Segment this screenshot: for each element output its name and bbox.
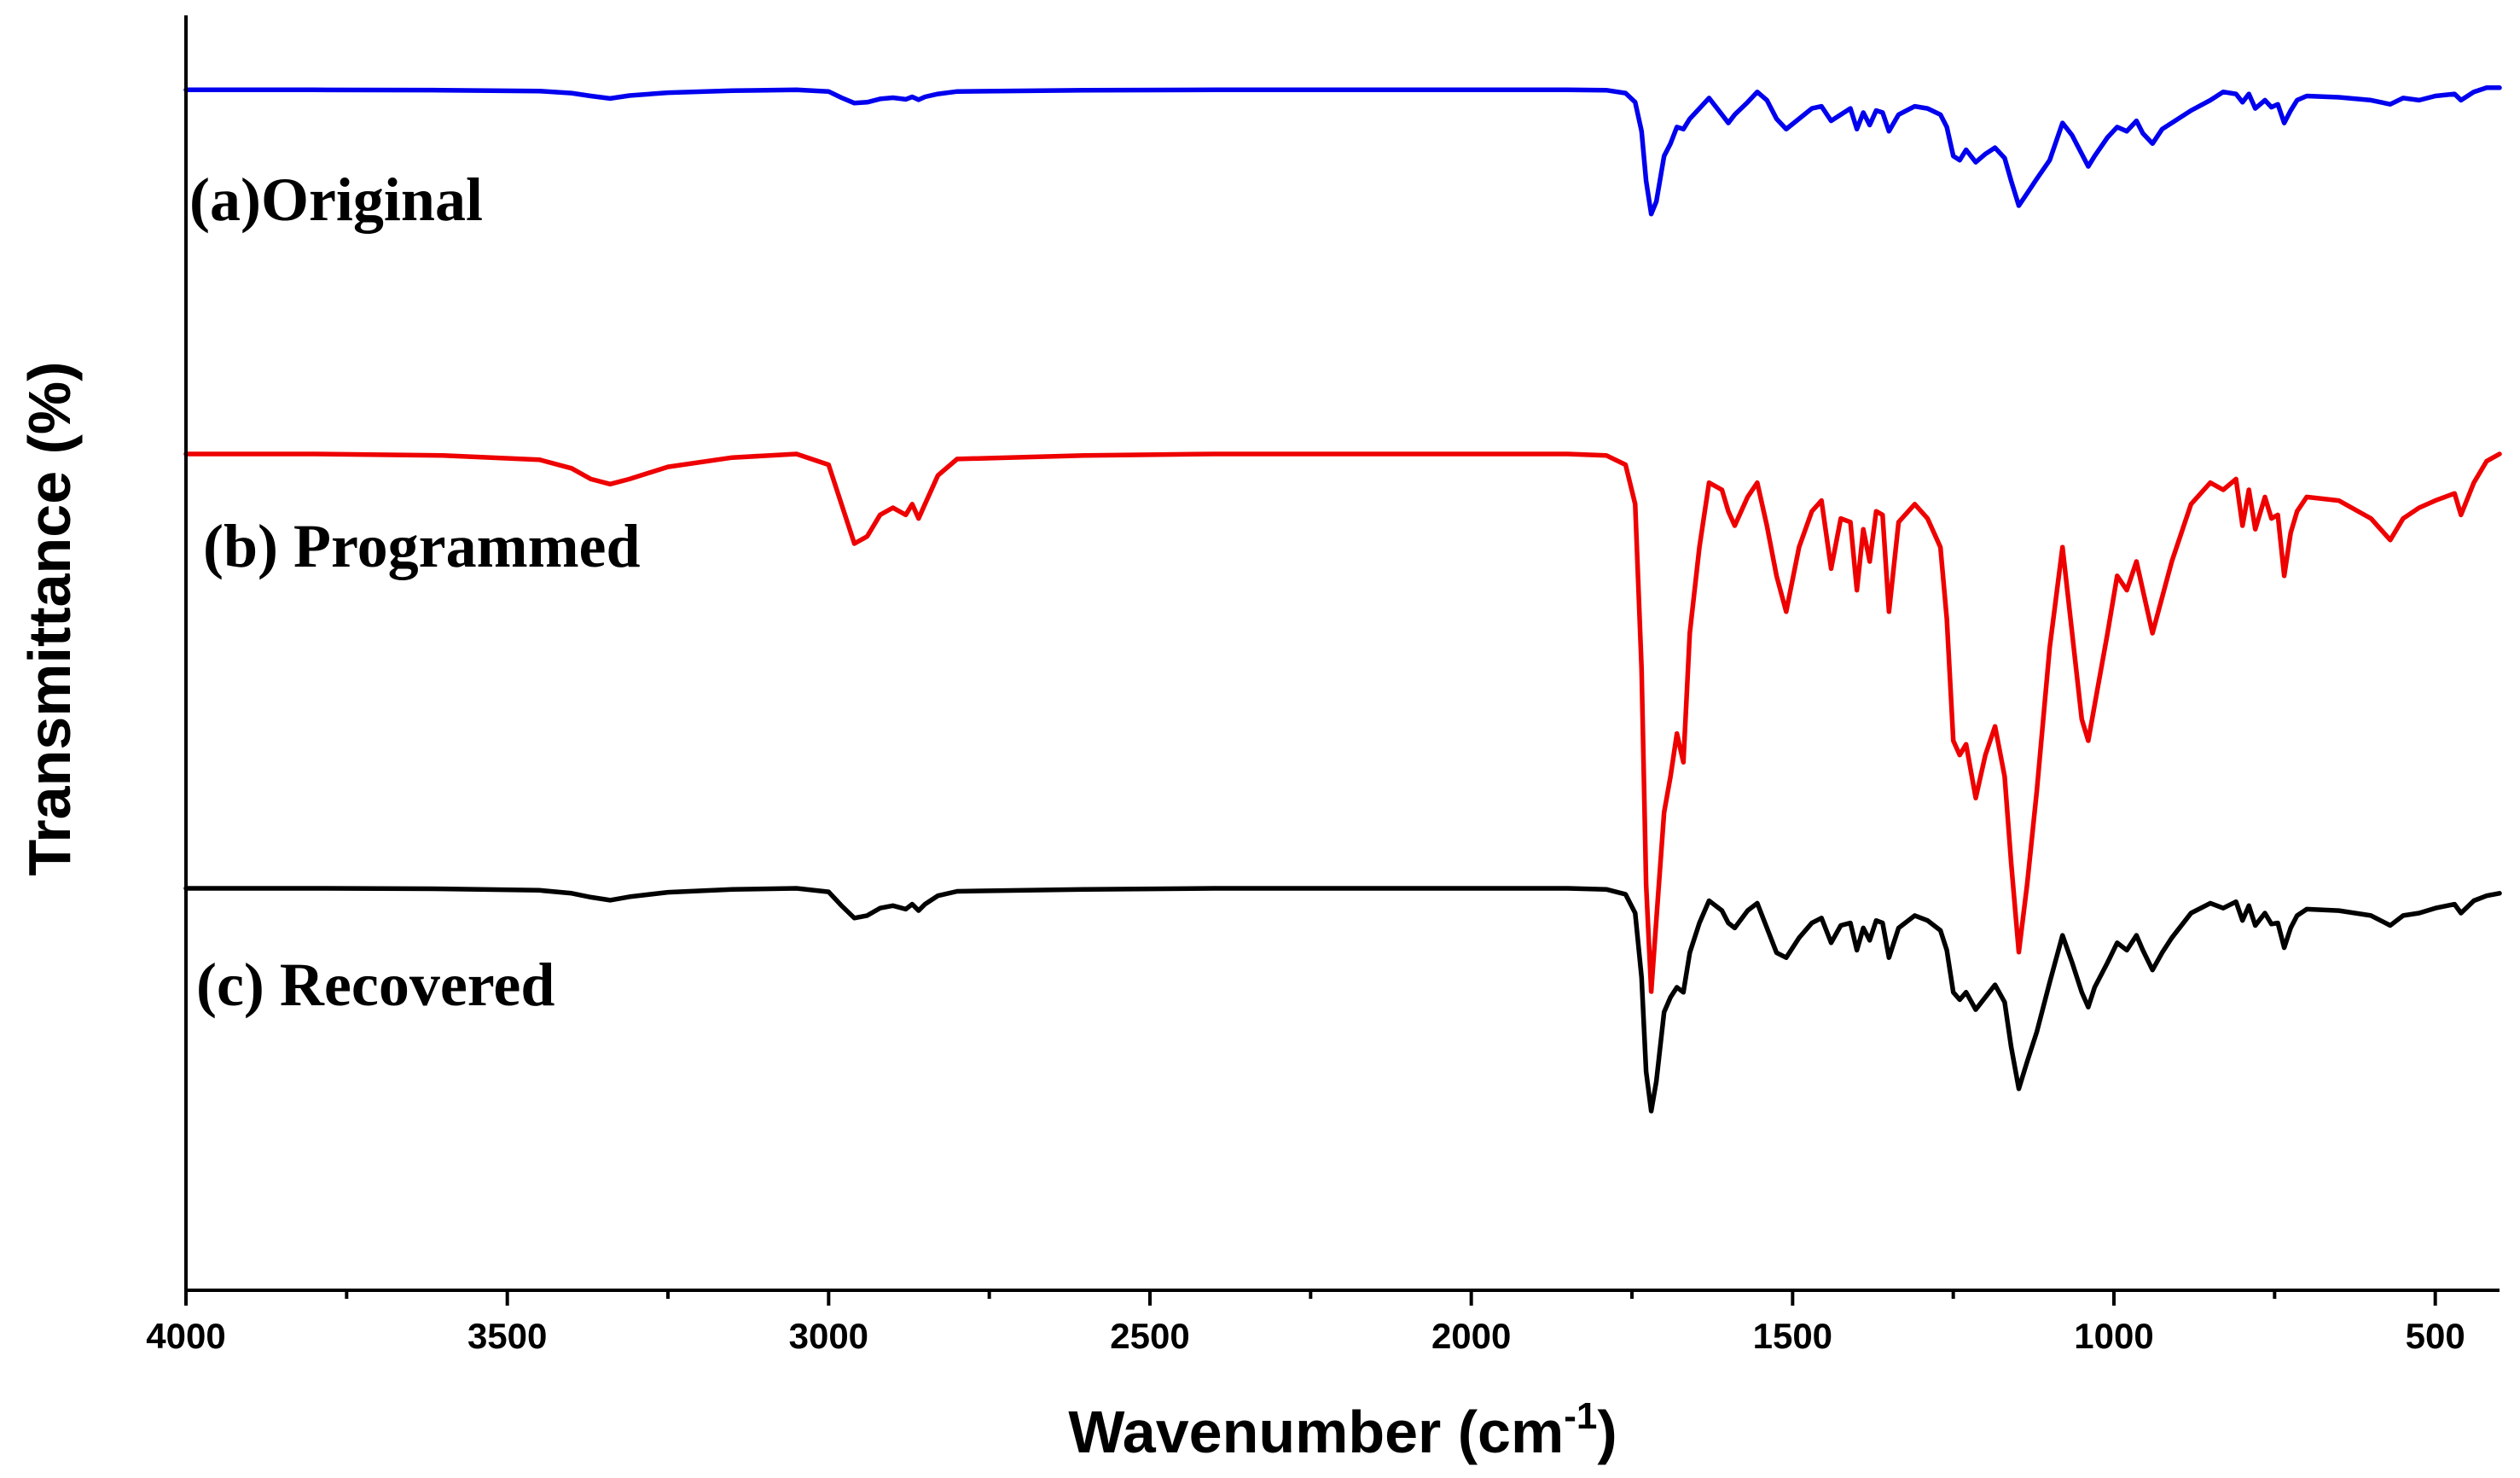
- axes-group: [184, 15, 2500, 1292]
- x-tick-label: 2000: [1431, 1316, 1511, 1356]
- x-tick-label: 1000: [2074, 1316, 2153, 1356]
- x-tick-label: 3500: [467, 1316, 547, 1356]
- x-tick-label: 4000: [146, 1316, 225, 1356]
- x-tick-label: 2500: [1110, 1316, 1189, 1356]
- series-label-programmed: (b) Programmed: [203, 512, 641, 580]
- x-tick-label: 500: [2406, 1316, 2465, 1356]
- y-axis-title: Transmittance (%): [16, 362, 83, 876]
- series-line-original: [183, 85, 2502, 217]
- x-ticks-group: 4000 3500 3000 2500 2000 1500 1000 500: [146, 1290, 2465, 1356]
- series-group: [183, 85, 2502, 1114]
- x-tick-label: 1500: [1753, 1316, 1832, 1356]
- series-labels-group: (a)Original (b) Programmed (c) Recovered: [189, 166, 641, 1019]
- series-line-recovered: [183, 886, 2502, 1114]
- series-label-original: (a)Original: [189, 166, 483, 234]
- x-axis-title-superscript: -1: [1564, 1395, 1597, 1437]
- x-axis-title-suffix: ): [1597, 1399, 1617, 1465]
- series-label-recovered: (c) Recovered: [196, 951, 555, 1019]
- x-axis-title: Wavenumber (cm-1): [1068, 1395, 1617, 1465]
- x-tick-label: 3000: [789, 1316, 868, 1356]
- x-axis-title-main: Wavenumber (cm: [1068, 1399, 1564, 1465]
- series-line-programmed: [183, 451, 2502, 994]
